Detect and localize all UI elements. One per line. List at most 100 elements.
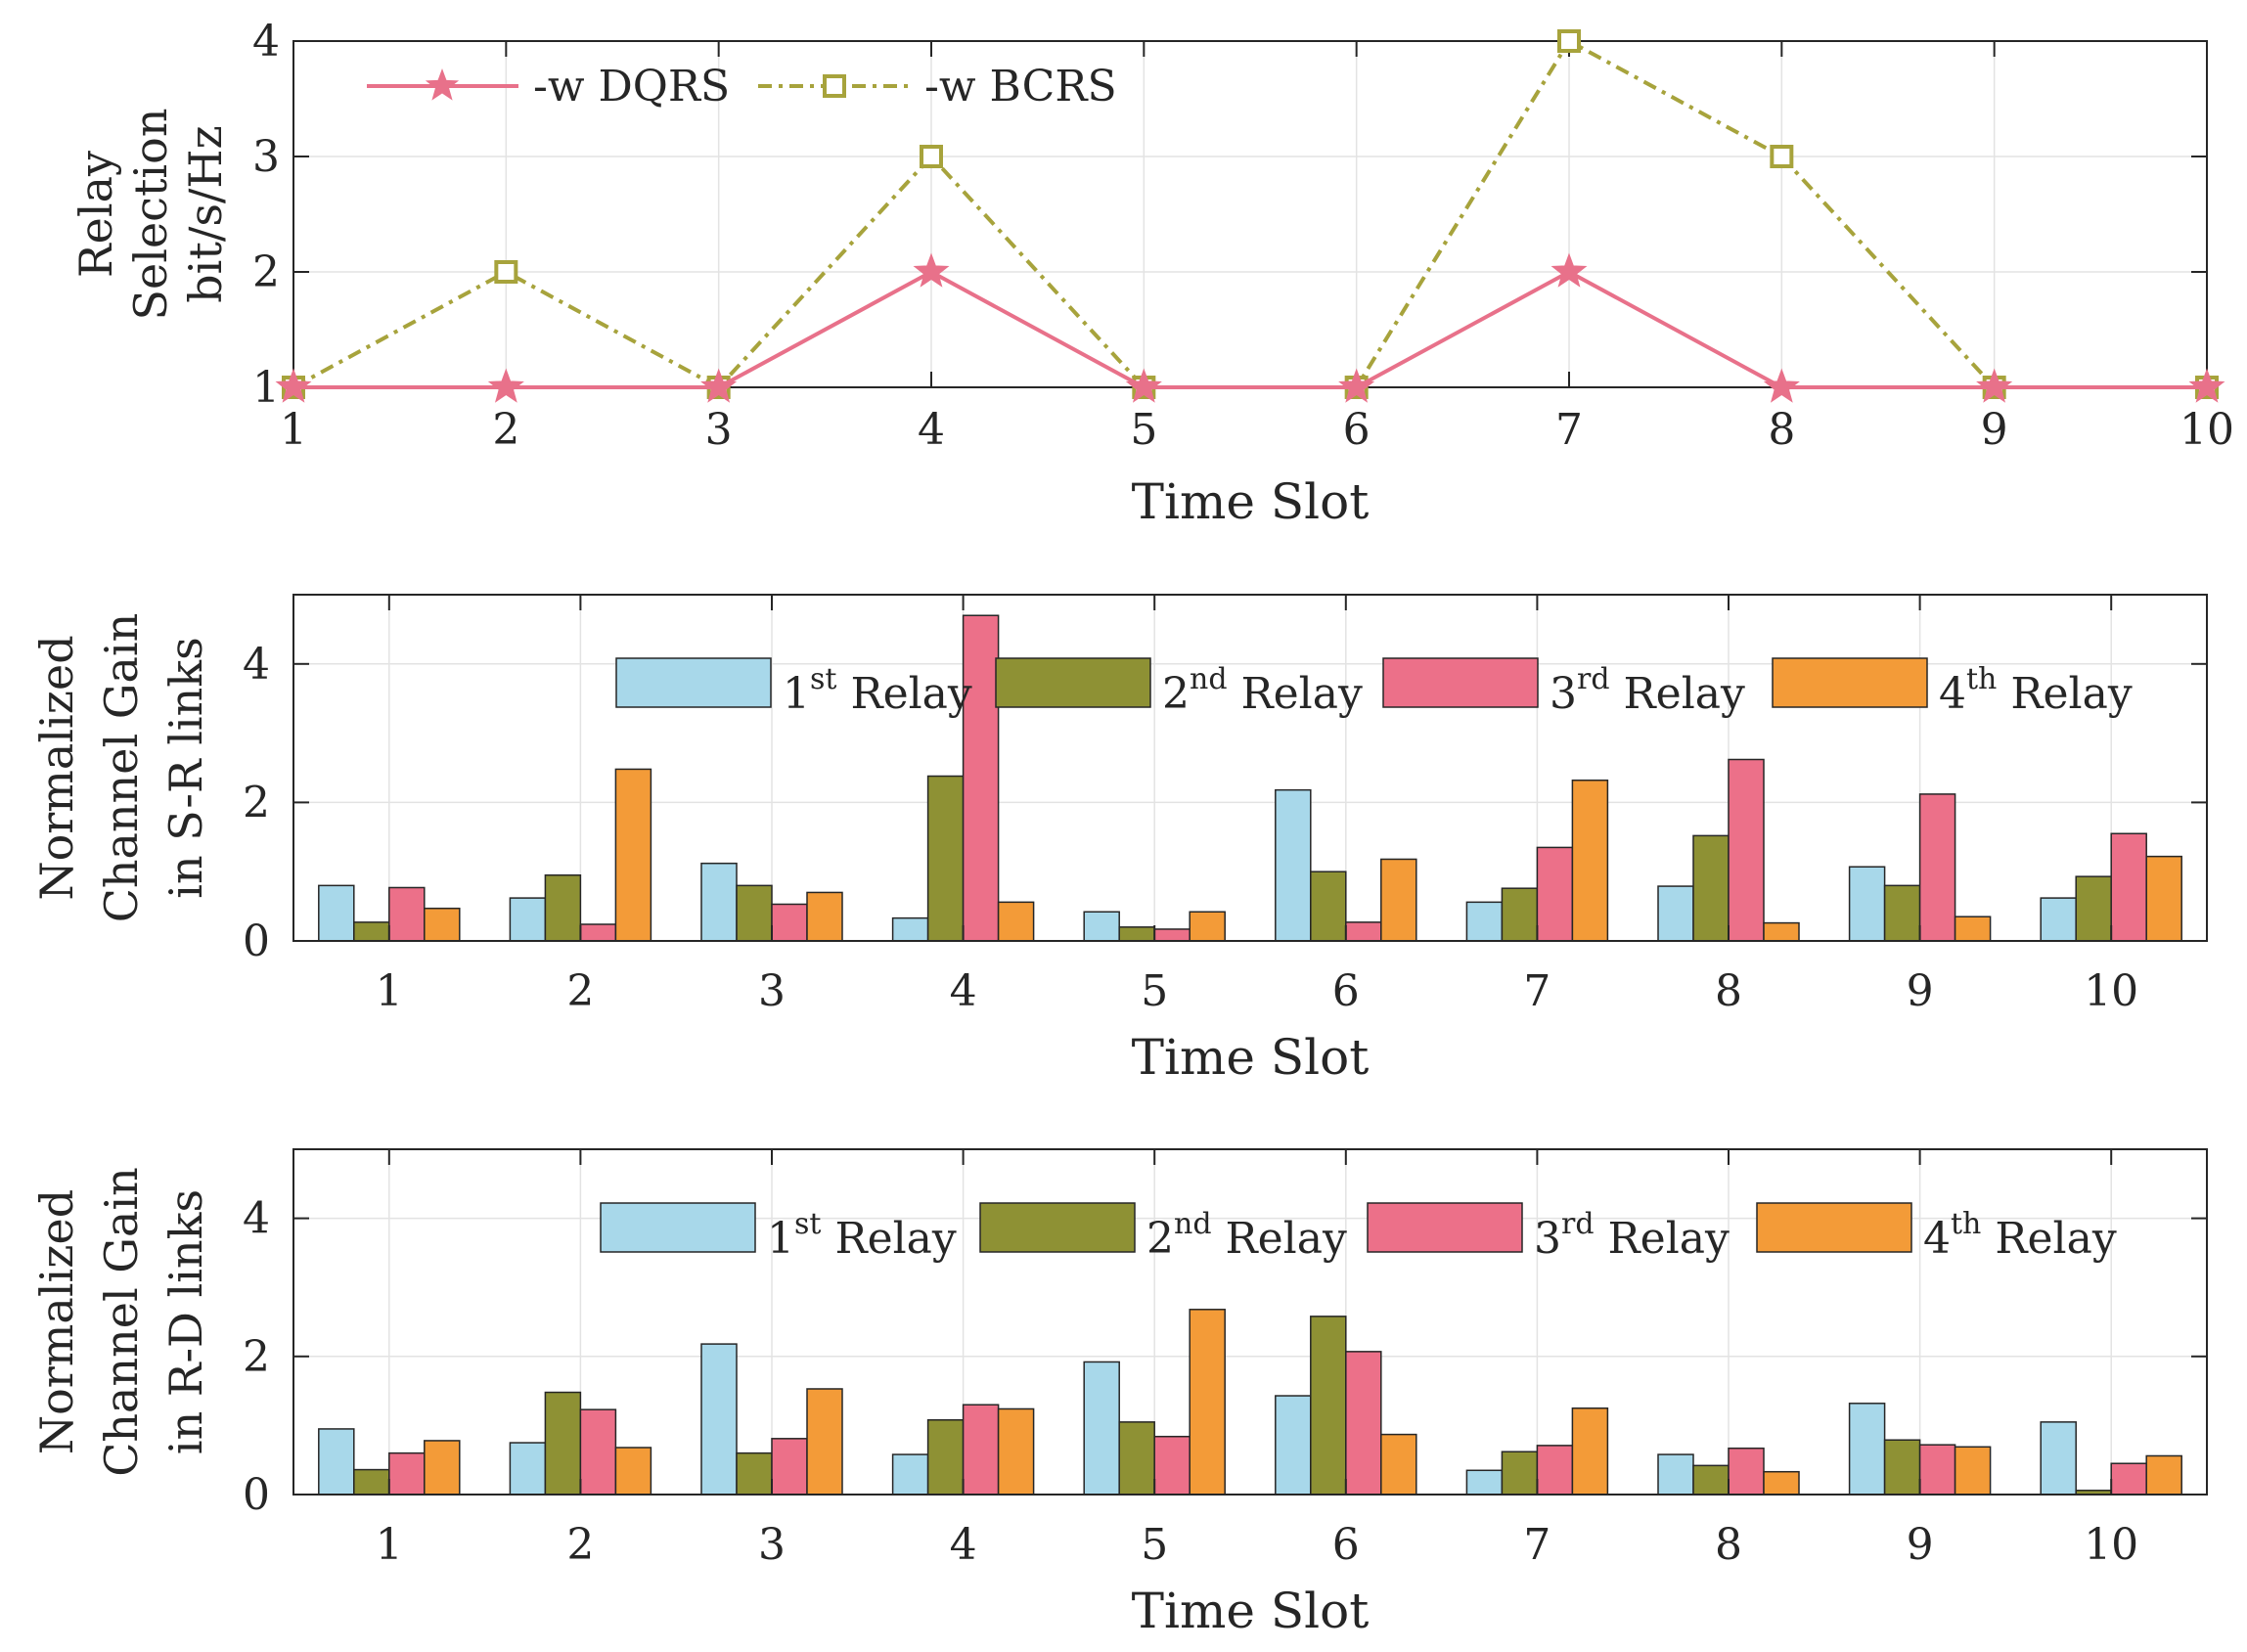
- y-axis-label: bit/s/Hz: [179, 125, 232, 303]
- legend-marker-bcrs: [823, 74, 846, 98]
- x-tick-label: 4: [950, 1520, 977, 1570]
- y-tick-label: 4: [252, 17, 280, 67]
- legend-relay-word: Relay: [836, 669, 971, 719]
- legend-ordinal: 4: [1939, 669, 1966, 719]
- y-tick-label: 0: [243, 1470, 270, 1520]
- bar-series-1: [700, 1343, 738, 1496]
- x-tick-label: 2: [492, 405, 519, 455]
- x-tick-label: 5: [1130, 405, 1157, 455]
- y-tick-label: 2: [243, 1332, 270, 1382]
- data-point-dqrs: [700, 368, 738, 403]
- legend-superscript: st: [794, 1207, 821, 1241]
- bar-series-3: [1153, 1435, 1191, 1496]
- x-tick-label: 3: [705, 405, 733, 455]
- x-tick-label: 1: [376, 1520, 403, 1570]
- legend-superscript: nd: [1190, 662, 1228, 696]
- legend-ordinal: 1: [783, 669, 810, 719]
- bar-series-1: [509, 897, 547, 942]
- bar-series-3: [1536, 1445, 1574, 1496]
- legend-relay-word: Relay: [1595, 1214, 1730, 1264]
- legend-label-bcrs: -w BCRS: [924, 62, 1117, 112]
- bar-series-3: [1345, 921, 1382, 942]
- bar-series-2: [1883, 884, 1921, 942]
- x-tick-label: 9: [1981, 405, 2008, 455]
- x-tick-label: 9: [1907, 1520, 1934, 1570]
- bar-series-4: [806, 1388, 843, 1496]
- legend-label-series-4: 4th Relay: [1923, 1207, 2117, 1264]
- bar-series-2: [1118, 1421, 1155, 1496]
- data-point-dqrs: [1125, 368, 1162, 403]
- legend-label-dqrs: -w DQRS: [533, 62, 730, 112]
- bar-series-4: [1571, 1407, 1609, 1496]
- bar-series-4: [1380, 858, 1417, 942]
- bar-series-3: [579, 923, 617, 942]
- bar-series-3: [388, 1451, 426, 1496]
- bar-series-4: [1571, 779, 1609, 942]
- bar-series-1: [1083, 911, 1120, 942]
- bar-series-3: [1153, 928, 1191, 942]
- legend-superscript: rd: [1577, 662, 1610, 696]
- x-tick-label: 8: [1768, 405, 1795, 455]
- legend-ordinal: 1: [767, 1214, 794, 1264]
- legend-label-series-3: 3rd Relay: [1550, 662, 1745, 719]
- y-axis-label: Normalized: [30, 1189, 83, 1454]
- bar-series-4: [614, 1447, 652, 1496]
- plot-area: [293, 595, 2207, 941]
- bar-series-2: [1501, 1451, 1539, 1496]
- bar-series-3: [771, 903, 808, 942]
- legend-relay-word: Relay: [1228, 669, 1363, 719]
- data-point-dqrs: [1550, 252, 1588, 288]
- x-tick-label: 10: [2084, 966, 2138, 1016]
- x-axis-label: Time Slot: [1132, 1583, 1370, 1639]
- bar-series-3: [1918, 1444, 1956, 1496]
- data-point-dqrs: [1338, 368, 1375, 403]
- x-tick-label: 6: [1332, 966, 1360, 1016]
- legend-ordinal: 2: [1146, 1214, 1174, 1264]
- data-point-bcrs: [1557, 29, 1581, 53]
- bar-series-2: [926, 1419, 965, 1496]
- bar-series-4: [997, 1407, 1035, 1496]
- bar-series-2: [1501, 887, 1539, 942]
- bar-series-2: [1310, 1316, 1347, 1496]
- bar-series-3: [2110, 1462, 2147, 1496]
- legend-swatch-series-1: [615, 657, 772, 708]
- bar-series-3: [962, 1404, 1000, 1496]
- y-axis-label: Selection: [124, 109, 177, 321]
- x-axis-label: Time Slot: [1132, 473, 1370, 530]
- bar-series-2: [1118, 926, 1155, 942]
- y-axis-label: Relay: [69, 151, 122, 278]
- legend-superscript: nd: [1174, 1207, 1212, 1241]
- bar-series-1: [1465, 901, 1504, 942]
- legend-relay-word: Relay: [1212, 1214, 1347, 1264]
- y-tick-label: 2: [252, 247, 280, 297]
- plot-area: [293, 41, 2207, 387]
- bar-series-3: [771, 1438, 808, 1496]
- x-tick-label: 6: [1332, 1520, 1360, 1570]
- legend-relay-word: Relay: [1610, 669, 1745, 719]
- legend-swatch-series-3: [1367, 1202, 1523, 1253]
- y-axis-label: Normalized: [30, 635, 83, 900]
- y-axis-label: Channel Gain: [95, 1167, 148, 1477]
- bar-series-4: [1189, 911, 1226, 942]
- y-tick-label: 4: [243, 1194, 270, 1244]
- legend-swatch-series-2: [995, 657, 1151, 708]
- relay-selection-panel: 1 2 3 4 5 6 7 8 9 10 1 2 3 4 Time Slot Relay Selection bi…: [69, 17, 2234, 530]
- x-tick-label: 8: [1715, 1520, 1742, 1570]
- bar-series-4: [1954, 1446, 1992, 1496]
- bar-series-4: [1763, 921, 1800, 942]
- legend-ordinal: 3: [1550, 669, 1577, 719]
- bar-series-2: [926, 775, 965, 942]
- bar-series-4: [424, 907, 461, 942]
- bar-series-1: [1275, 1395, 1312, 1496]
- bar-series-1: [891, 916, 929, 942]
- bar-series-4: [1380, 1433, 1417, 1496]
- bar-series-3: [962, 614, 1000, 942]
- bar-series-2: [353, 921, 390, 942]
- bar-series-3: [579, 1408, 617, 1496]
- bar-series-1: [1657, 885, 1694, 942]
- bar-series-1: [318, 884, 355, 942]
- bar-series-2: [353, 1468, 390, 1496]
- bar-series-3: [1728, 758, 1765, 942]
- bar-series-1: [509, 1442, 547, 1496]
